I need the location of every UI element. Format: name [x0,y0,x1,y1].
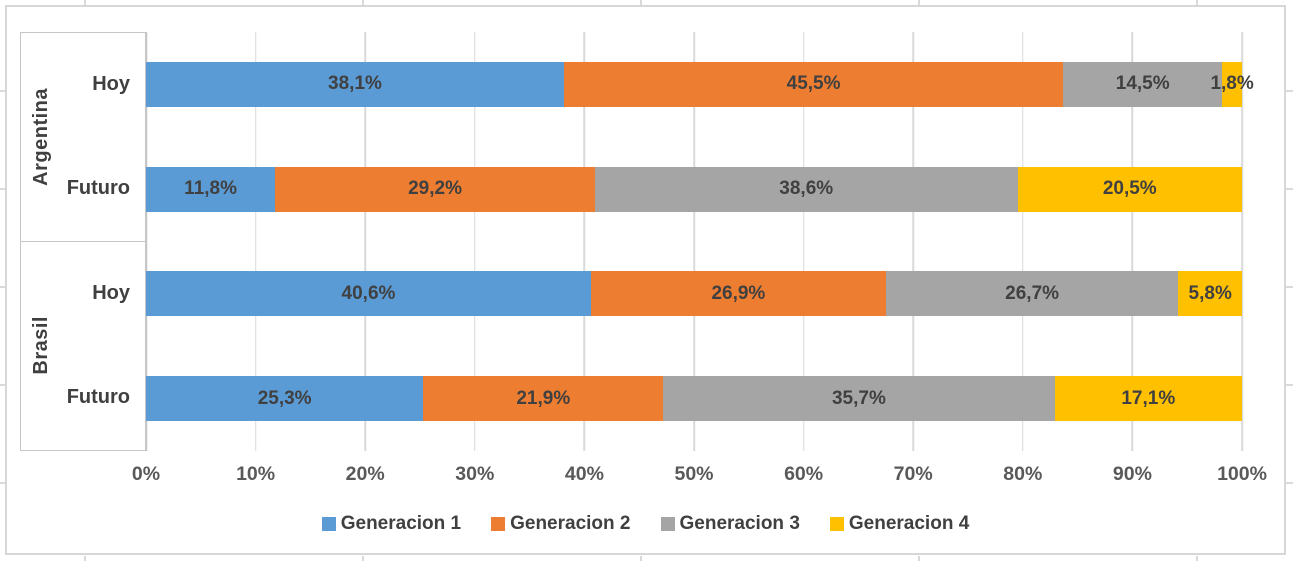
x-tick-label-100%: 100% [1217,463,1267,485]
bar-segment-generacion-4[interactable]: 20,5% [1017,166,1242,212]
spreadsheet-gridline-right [1286,0,1293,561]
legend-label: Generacion 4 [848,513,970,534]
x-tick-label-0%: 0% [131,463,161,485]
bar-value-label: 25,3% [257,387,312,409]
legend-swatch-icon [660,517,675,531]
category-axis: Argentina Hoy Futuro Brasil Hoy Futuro [20,32,146,451]
bar-value-label: 35,7% [831,387,886,409]
bar-value-label: 26,7% [1005,282,1060,304]
category-rows: Hoy Futuro [61,242,145,451]
legend-label: Generacion 3 [679,513,800,534]
bar-value-label: 14,5% [1115,73,1170,95]
bar-segment-generacion-3[interactable]: 35,7% [663,376,1055,422]
bar-segment-generacion-1[interactable]: 11,8% [146,166,276,212]
legend-item-generacion-1[interactable]: Generacion 1 [321,513,462,535]
bar-row-argentina-hoy: 38,1% 45,5% 14,5% 1,8% [146,61,1254,107]
x-tick-label-70%: 70% [893,463,933,485]
bar-value-label: 29,2% [408,178,462,200]
bar-row-brasil-hoy: 40,6% 26,9% 26,7% 5,8% [146,271,1242,317]
x-tick-label-20%: 20% [345,463,385,485]
gridline-80% [1022,32,1024,451]
bar-value-label: 45,5% [786,73,841,95]
group-label-wrap: Argentina [21,33,61,241]
gridline-50% [693,32,695,451]
bar-row-argentina-futuro: 11,8% 29,2% 38,6% 20,5% [146,166,1242,212]
legend-item-generacion-3[interactable]: Generacion 3 [660,513,800,535]
bar-segment-generacion-3[interactable]: 38,6% [594,166,1018,212]
bar-segment-generacion-2[interactable]: 21,9% [423,376,664,422]
x-tick-label-10%: 10% [236,463,276,485]
category-label-hoy: Hoy [92,282,130,305]
gridline-20% [364,32,366,451]
bar-segment-generacion-3[interactable]: 14,5% [1063,61,1223,107]
bar-segment-generacion-4[interactable]: 5,8% [1178,271,1242,317]
x-tick-label-60%: 60% [784,463,824,485]
gridline-40% [583,32,586,451]
x-tick-label-50%: 50% [674,463,714,485]
group-label-argentina: Argentina [29,87,52,186]
x-tick-label-80%: 80% [1003,463,1043,485]
gridline-60% [802,32,805,451]
x-tick-label-90%: 90% [1112,463,1152,485]
legend-item-generacion-2[interactable]: Generacion 2 [491,513,631,535]
gridline-0% [145,32,147,451]
legend-label: Generacion 1 [340,513,462,534]
plot-area: 38,1% 45,5% 14,5% 1,8% 11,8% 29,2% 38,6% 20,5% 4… [145,32,1254,451]
gridline-30% [474,32,476,451]
bar-segment-generacion-1[interactable]: 38,1% [146,61,564,107]
legend-swatch-icon [321,517,336,531]
category-label-futuro: Futuro [66,386,130,409]
spreadsheet-gridline-bottom [0,556,1293,561]
bar-segment-generacion-2[interactable]: 45,5% [563,61,1064,107]
value-axis: 0% 10% 20% 30% 40% 50% 60% 70% 80% 90% 100% [132,456,1267,488]
bar-value-label: 38,1% [328,73,382,95]
bar-value-label: 38,6% [779,178,834,200]
x-tick-label-30%: 30% [455,463,495,485]
bar-segment-generacion-3[interactable]: 26,7% [885,271,1179,317]
bar-value-label: 11,8% [184,178,238,200]
bar-segment-generacion-4[interactable]: 1,8% [1210,61,1254,107]
bar-value-label: 1,8% [1210,73,1254,95]
bar-value-label: 26,9% [711,282,766,304]
category-group-brasil: Brasil Hoy Futuro [21,242,145,451]
bar-segment-generacion-2[interactable]: 29,2% [275,166,595,212]
bar-value-label: 5,8% [1188,282,1232,304]
chart-object[interactable]: Argentina Hoy Futuro Brasil Hoy Futuro 38,1% 4… [5,5,1286,555]
bar-value-label: 21,9% [516,387,571,409]
gridline-10% [254,32,257,451]
category-label-hoy: Hoy [92,73,130,96]
legend-swatch-icon [491,517,506,531]
bar-segment-generacion-1[interactable]: 40,6% [146,271,591,317]
category-label-futuro: Futuro [66,177,130,200]
bar-value-label: 17,1% [1121,387,1176,409]
category-rows: Hoy Futuro [61,33,145,241]
gridline-100% [1241,32,1243,451]
bar-segment-generacion-4[interactable]: 17,1% [1054,376,1242,422]
legend-swatch-icon [829,517,844,531]
bar-segment-generacion-2[interactable]: 26,9% [590,271,886,317]
legend-item-generacion-4[interactable]: Generacion 4 [829,513,970,535]
x-tick-label-40%: 40% [564,463,604,485]
group-label-wrap: Brasil [21,242,61,451]
bar-value-label: 20,5% [1102,178,1157,200]
legend-label: Generacion 2 [510,513,631,534]
legend: Generacion 1 Generacion 2 Generacion 3 Gene… [7,507,1284,541]
group-label-brasil: Brasil [29,316,52,376]
bar-value-label: 40,6% [341,282,396,304]
category-group-argentina: Argentina Hoy Futuro [21,33,145,242]
gridline-70% [912,32,914,451]
gridline-90% [1131,32,1134,451]
bar-row-brasil-futuro: 25,3% 21,9% 35,7% 17,1% [146,376,1242,422]
bar-segment-generacion-1[interactable]: 25,3% [146,376,424,422]
